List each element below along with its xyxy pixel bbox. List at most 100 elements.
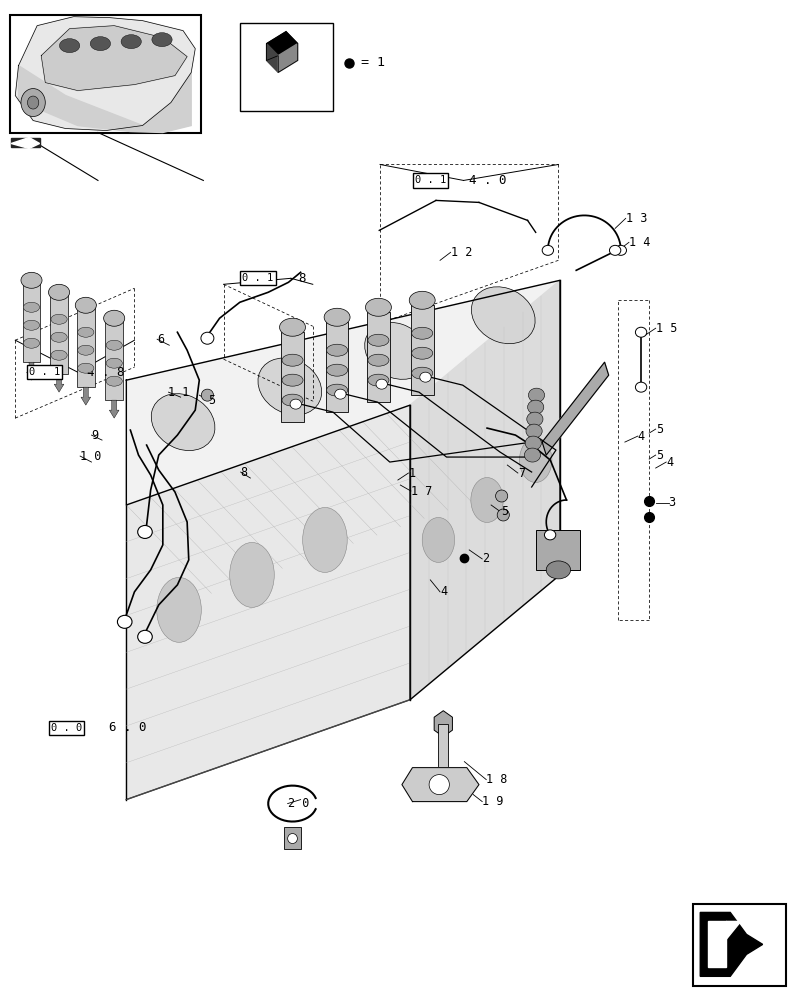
Text: 1: 1 [408, 467, 415, 480]
Ellipse shape [157, 577, 201, 642]
Ellipse shape [78, 327, 94, 337]
Bar [281, 332, 303, 422]
Ellipse shape [59, 39, 79, 53]
Ellipse shape [290, 399, 301, 409]
Bar [325, 322, 348, 412]
Text: 8: 8 [240, 466, 247, 479]
Ellipse shape [24, 320, 40, 330]
Polygon shape [266, 32, 298, 56]
Ellipse shape [281, 374, 303, 386]
Text: 1 3: 1 3 [625, 212, 646, 225]
Ellipse shape [411, 367, 432, 379]
Ellipse shape [326, 344, 347, 356]
Ellipse shape [422, 517, 454, 562]
Polygon shape [127, 405, 410, 800]
Ellipse shape [106, 358, 122, 368]
Ellipse shape [201, 389, 213, 401]
Ellipse shape [51, 350, 67, 360]
Ellipse shape [528, 388, 544, 402]
Ellipse shape [635, 327, 646, 337]
Bar [23, 282, 41, 362]
Text: 9: 9 [92, 429, 98, 442]
Text: 5: 5 [654, 423, 662, 436]
Polygon shape [11, 138, 40, 147]
Text: 1 9: 1 9 [482, 795, 503, 808]
Text: 1 5: 1 5 [654, 322, 676, 335]
Polygon shape [410, 280, 560, 700]
Polygon shape [699, 912, 762, 976]
Ellipse shape [364, 322, 428, 379]
Text: 6 . 0: 6 . 0 [109, 721, 146, 734]
Text: 2 0: 2 0 [287, 797, 309, 810]
Ellipse shape [419, 372, 431, 382]
Bar [438, 724, 448, 767]
Bar [535, 530, 580, 570]
Text: 5: 5 [208, 394, 215, 407]
Polygon shape [11, 138, 40, 148]
Ellipse shape [367, 354, 388, 366]
Ellipse shape [104, 310, 125, 326]
Ellipse shape [411, 347, 432, 359]
Text: 6: 6 [157, 333, 164, 346]
Ellipse shape [106, 340, 122, 350]
Text: 5: 5 [500, 505, 508, 518]
Ellipse shape [375, 379, 387, 389]
Ellipse shape [609, 245, 620, 255]
Text: 0 . 0: 0 . 0 [51, 723, 82, 733]
Text: 0 . 1: 0 . 1 [414, 175, 445, 185]
Ellipse shape [496, 509, 508, 521]
Ellipse shape [367, 334, 388, 346]
Ellipse shape [367, 374, 388, 386]
Ellipse shape [51, 332, 67, 342]
Ellipse shape [230, 542, 274, 607]
Polygon shape [41, 26, 187, 91]
FancyArrow shape [54, 374, 64, 392]
Ellipse shape [138, 630, 152, 643]
Text: 5: 5 [654, 449, 662, 462]
Ellipse shape [78, 363, 94, 373]
Text: 4: 4 [665, 456, 672, 469]
Text: 1 7: 1 7 [410, 485, 431, 498]
Text: 1 4: 1 4 [629, 236, 650, 249]
Ellipse shape [546, 561, 570, 579]
Ellipse shape [75, 297, 97, 313]
Ellipse shape [118, 615, 132, 628]
Text: 1 1: 1 1 [169, 386, 190, 399]
Polygon shape [266, 44, 278, 72]
Bar [11, 15, 200, 133]
Ellipse shape [90, 37, 110, 51]
Ellipse shape [326, 384, 347, 396]
Ellipse shape [24, 302, 40, 312]
Bar [284, 827, 300, 849]
Polygon shape [401, 768, 478, 802]
Ellipse shape [519, 438, 551, 483]
Polygon shape [19, 66, 191, 133]
Ellipse shape [471, 287, 534, 344]
Ellipse shape [526, 412, 543, 426]
Text: 2: 2 [482, 552, 489, 565]
Ellipse shape [525, 436, 541, 450]
Ellipse shape [524, 448, 540, 462]
Text: KIT: KIT [293, 73, 304, 78]
Text: = 1: = 1 [361, 56, 385, 69]
Text: 4 . 0: 4 . 0 [469, 174, 506, 187]
Ellipse shape [281, 394, 303, 406]
Ellipse shape [121, 35, 141, 49]
Polygon shape [725, 921, 740, 939]
Ellipse shape [152, 33, 172, 47]
Bar [105, 320, 123, 400]
Ellipse shape [49, 284, 70, 300]
Text: 4: 4 [637, 430, 644, 443]
Ellipse shape [334, 389, 345, 399]
Ellipse shape [151, 394, 215, 451]
Ellipse shape [51, 314, 67, 324]
Text: 1 2: 1 2 [450, 246, 471, 259]
Ellipse shape [635, 382, 646, 392]
Ellipse shape [542, 245, 553, 255]
Ellipse shape [324, 308, 350, 326]
Bar [50, 294, 68, 374]
Bar [239, 23, 333, 111]
Polygon shape [542, 362, 608, 455]
Ellipse shape [470, 478, 503, 522]
Ellipse shape [200, 332, 213, 344]
